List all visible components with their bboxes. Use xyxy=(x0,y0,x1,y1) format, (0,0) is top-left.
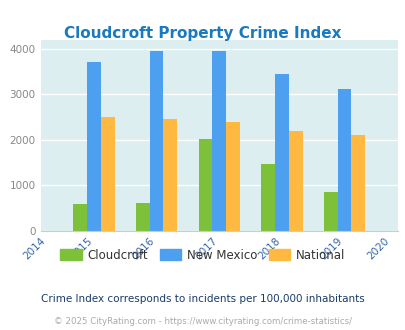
Bar xyxy=(212,51,226,231)
Bar xyxy=(149,51,163,231)
Text: Crime Index corresponds to incidents per 100,000 inhabitants: Crime Index corresponds to incidents per… xyxy=(41,294,364,304)
Text: Cloudcroft Property Crime Index: Cloudcroft Property Crime Index xyxy=(64,26,341,41)
Bar xyxy=(163,119,177,231)
Bar xyxy=(136,203,149,231)
Bar xyxy=(337,89,351,231)
Bar xyxy=(87,62,100,231)
Bar xyxy=(323,192,337,231)
Bar xyxy=(73,204,87,231)
Legend: Cloudcroft, New Mexico, National: Cloudcroft, New Mexico, National xyxy=(55,244,350,266)
Bar xyxy=(288,131,302,231)
Bar xyxy=(274,74,288,231)
Bar xyxy=(100,116,114,231)
Text: © 2025 CityRating.com - https://www.cityrating.com/crime-statistics/: © 2025 CityRating.com - https://www.city… xyxy=(54,317,351,326)
Bar xyxy=(226,122,239,231)
Bar xyxy=(198,139,212,231)
Bar xyxy=(260,164,274,231)
Bar xyxy=(351,135,365,231)
